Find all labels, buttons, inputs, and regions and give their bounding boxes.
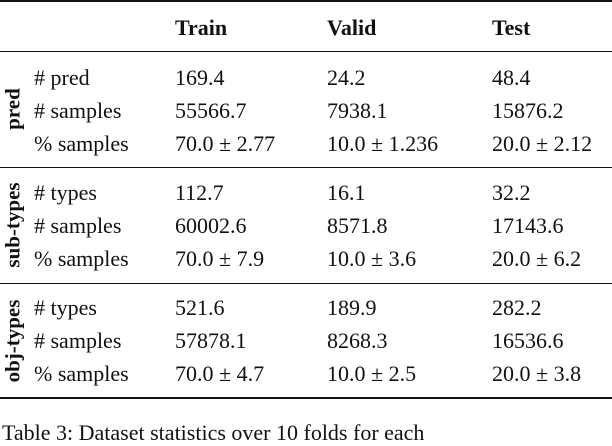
valid-cell: 10.0 ± 3.6 xyxy=(327,246,417,271)
test-cell: 20.0 ± 3.8 xyxy=(492,361,582,386)
test-cell: 15876.2 xyxy=(492,98,564,123)
test-cell: 32.2 xyxy=(492,180,531,205)
valid-cell: 16.1 xyxy=(327,180,366,205)
top-rule xyxy=(0,0,612,2)
row-metric: # samples xyxy=(34,328,122,353)
train-cell: 60002.6 xyxy=(175,213,247,238)
test-cell: 17143.6 xyxy=(492,213,564,238)
row-metric: % samples xyxy=(34,361,129,386)
train-cell: 112.7 xyxy=(175,180,224,205)
test-cell: 20.0 ± 6.2 xyxy=(492,246,582,271)
test-cell: 20.0 ± 2.12 xyxy=(492,131,593,156)
valid-cell: 10.0 ± 2.5 xyxy=(327,361,417,386)
header-rule xyxy=(0,51,612,52)
valid-cell: 10.0 ± 1.236 xyxy=(327,131,439,156)
row-metric: # types xyxy=(34,180,97,205)
column-header-valid: Valid xyxy=(327,15,377,40)
valid-cell: 7938.1 xyxy=(327,98,388,123)
group-divider xyxy=(0,167,612,168)
row-metric: % samples xyxy=(34,131,129,156)
row-metric: # samples xyxy=(34,213,122,238)
train-cell: 70.0 ± 2.77 xyxy=(175,131,276,156)
column-header-train: Train xyxy=(175,15,228,40)
valid-cell: 8571.8 xyxy=(327,213,388,238)
group-label-sub-types: sub-types xyxy=(0,182,25,268)
row-metric: # types xyxy=(34,295,97,320)
train-cell: 70.0 ± 4.7 xyxy=(175,361,265,386)
column-header-test: Test xyxy=(492,15,531,40)
train-cell: 55566.7 xyxy=(175,98,247,123)
group-label-pred: pred xyxy=(0,88,25,130)
test-cell: 48.4 xyxy=(492,65,531,90)
test-cell: 282.2 xyxy=(492,295,542,320)
table-caption: Table 3: Dataset statistics over 10 fold… xyxy=(2,420,425,445)
valid-cell: 24.2 xyxy=(327,65,366,90)
train-cell: 169.4 xyxy=(175,65,225,90)
valid-cell: 8268.3 xyxy=(327,328,388,353)
group-label-obj-types: obj-types xyxy=(0,299,25,383)
row-metric: % samples xyxy=(34,246,129,271)
train-cell: 521.6 xyxy=(175,295,225,320)
bottom-rule xyxy=(0,397,612,399)
train-cell: 70.0 ± 7.9 xyxy=(175,246,265,271)
valid-cell: 189.9 xyxy=(327,295,377,320)
test-cell: 16536.6 xyxy=(492,328,564,353)
group-divider xyxy=(0,283,612,284)
row-metric: # samples xyxy=(34,98,122,123)
train-cell: 57878.1 xyxy=(175,328,247,353)
row-metric: # pred xyxy=(34,65,90,90)
